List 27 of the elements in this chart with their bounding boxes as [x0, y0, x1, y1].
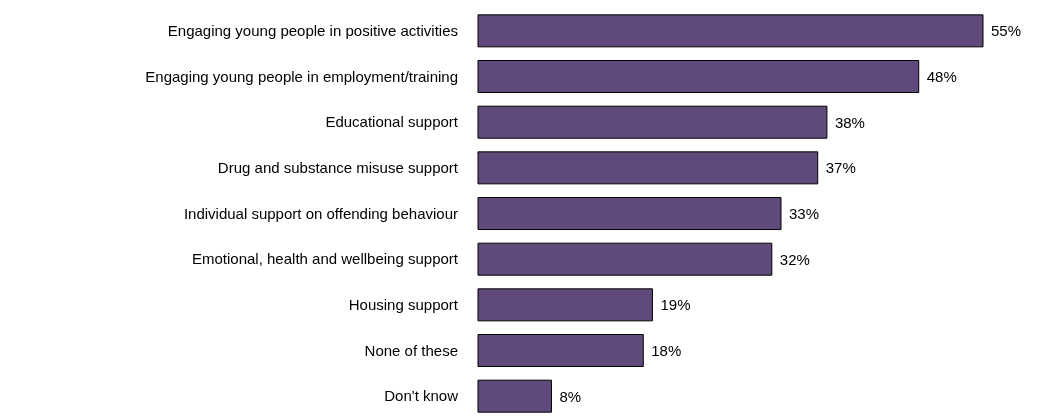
data-label: 19% — [660, 296, 691, 314]
y-tick-label: Housing support — [348, 296, 459, 314]
data-label: 32% — [779, 250, 810, 268]
y-tick-label: Emotional, health and wellbeing support — [191, 250, 459, 268]
bar — [477, 151, 819, 185]
bar — [477, 334, 644, 368]
data-label: 37% — [825, 159, 856, 177]
bar — [477, 242, 773, 276]
data-label: 38% — [834, 113, 865, 131]
y-tick-label: Educational support — [325, 113, 459, 131]
data-label: 33% — [789, 205, 820, 223]
bar — [477, 14, 984, 48]
data-label: 55% — [991, 22, 1022, 40]
y-tick-label: Engaging young people in positive activities — [167, 22, 458, 40]
bar — [477, 105, 828, 139]
y-tick-label: Individual support on offending behaviour — [183, 204, 458, 222]
y-tick-label: Don't know — [384, 387, 459, 405]
y-tick-label: Engaging young people in employment/training — [145, 67, 458, 85]
data-label: 8% — [559, 387, 582, 405]
bar — [477, 197, 782, 231]
bar — [477, 379, 552, 413]
data-label: 48% — [926, 68, 957, 86]
bar — [477, 288, 653, 322]
bar — [477, 60, 920, 94]
data-label: 18% — [651, 342, 682, 360]
y-tick-label: None of these — [364, 341, 458, 359]
y-tick-label: Drug and substance misuse support — [217, 159, 459, 177]
